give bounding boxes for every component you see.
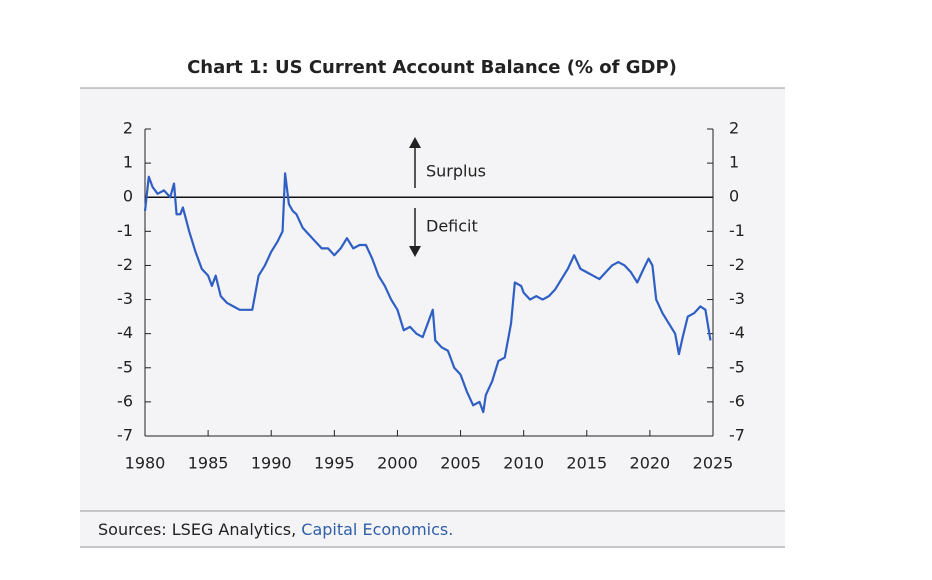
x-tick-label: 1980 [125,454,166,473]
annotation: Deficit [426,217,478,236]
y-tick-label: -6 [117,391,133,410]
x-tick-label: 1990 [251,454,292,473]
y2-tick-label: -1 [729,221,745,240]
y-tick-label: -3 [117,289,133,308]
x-tick-label: 1985 [188,454,229,473]
y-tick-label: -1 [117,221,133,240]
y2-tick-label: 0 [729,187,739,206]
y-tick-label: 2 [123,119,133,138]
y2-tick-label: 1 [729,153,739,172]
y-tick-label: -5 [117,357,133,376]
line [143,172,712,414]
y-tick-label: 1 [123,153,133,172]
sources: Sources: LSEG Analytics, Capital Economi… [98,520,453,539]
x-tick-label: 2020 [630,454,671,473]
y2-tick-label: 2 [729,119,739,138]
y2-tick-label: -2 [729,255,745,274]
y-tick-label: 0 [123,187,133,206]
x-tick-label: 2015 [566,454,607,473]
y-tick-label: -4 [117,323,133,342]
source-link: Capital Economics. [301,520,453,539]
x-tick-label: 2005 [440,454,481,473]
arrow-up [409,137,421,188]
x-tick-label: 2000 [377,454,418,473]
chart-title: Chart 1: US Current Account Balance (% o… [187,57,677,78]
x-tick-label: 2025 [693,454,734,473]
x-tick-label: 1995 [314,454,355,473]
arrow-down [409,208,421,257]
annotation: Surplus [426,162,486,181]
y2-tick-label: -3 [729,289,745,308]
source-text: Sources: LSEG Analytics, [98,520,301,539]
x-tick-label: 2010 [503,454,544,473]
y-tick-label: -7 [117,426,133,445]
y-tick-label: -2 [117,255,133,274]
y2-tick-label: -7 [729,426,745,445]
y2-tick-label: -6 [729,391,745,410]
y2-tick-label: -5 [729,357,745,376]
y2-tick-label: -4 [729,323,745,342]
